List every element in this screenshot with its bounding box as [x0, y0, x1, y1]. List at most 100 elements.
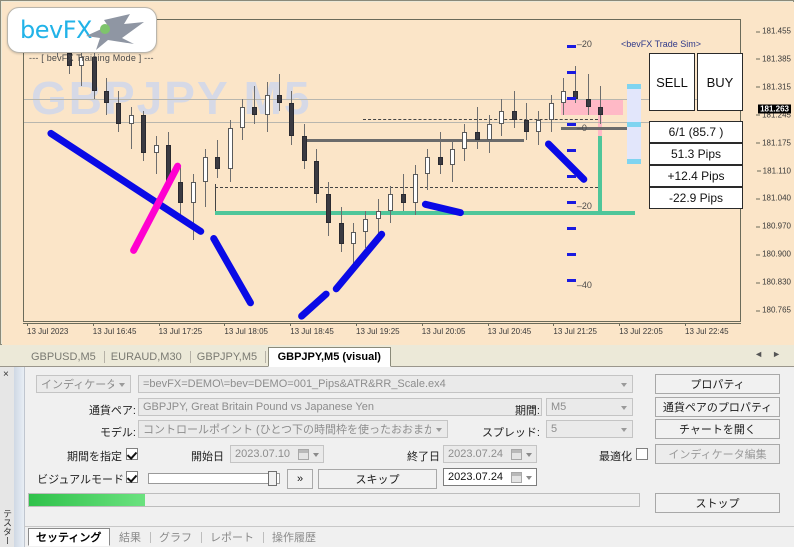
model-combo[interactable]: コントロールポイント (ひとつ下の時間枠を使ったおおまかな方法。結果はあま… [138, 420, 448, 438]
candle-body [462, 132, 468, 149]
bird-icon [86, 14, 144, 50]
candle-body [178, 181, 184, 203]
time-tick[interactable]: 13 Jul 19:25 [356, 323, 400, 336]
candle-body [561, 90, 567, 104]
price-tick[interactable]: 181.245 [756, 110, 791, 120]
time-tick[interactable]: 13 Jul 17:25 [158, 323, 203, 336]
price-tick[interactable]: 181.385 [756, 54, 791, 64]
time-tick[interactable]: 13 Jul 21:25 [553, 323, 597, 336]
edit-indicator-button[interactable]: インディケータ編集 [655, 444, 780, 464]
time-axis[interactable]: 13 Jul 2023 13 Jul 16:45 13 Jul 17:25 13 Ju… [23, 323, 741, 342]
candle-body [314, 161, 320, 195]
visual-mode-checkbox[interactable] [126, 471, 138, 483]
sub-range-cap-bot [626, 159, 641, 165]
progress-bar-fill [29, 494, 145, 506]
time-tick[interactable]: 13 Jul 18:45 [290, 323, 334, 336]
time-tick[interactable]: 13 Jul 18:05 [224, 323, 268, 336]
price-tick[interactable]: 180.900 [756, 249, 791, 259]
tp-zone [561, 98, 623, 115]
calendar-icon[interactable] [511, 472, 522, 483]
chart-tab-1[interactable]: EURAUD,M30 [102, 348, 191, 366]
calendar-icon[interactable] [298, 449, 309, 460]
candle-wick [575, 65, 577, 104]
tester-tab-3[interactable]: レポート [210, 532, 254, 544]
candle-body [499, 111, 505, 124]
chart-plot-area[interactable] [23, 19, 741, 322]
sub-indicator-marker [566, 227, 576, 230]
properties-button[interactable]: プロパティ [655, 374, 780, 394]
tester-tab-0[interactable]: セッティング [28, 528, 110, 546]
time-tick[interactable]: 13 Jul 20:45 [487, 323, 532, 336]
skip-to-date-field[interactable]: 2023.07.24 [443, 468, 537, 486]
use-date-checkbox[interactable] [126, 448, 138, 460]
candle-body [400, 194, 406, 203]
tester-tab-2[interactable]: グラフ [159, 532, 192, 544]
symbol-combo[interactable]: GBPJPY, Great Britain Pound vs Japanese … [138, 398, 542, 416]
price-tick[interactable]: 180.970 [756, 221, 791, 231]
price-axis[interactable]: 181.455 181.385 181.315 181.245 181.175 181.1… [741, 19, 793, 322]
sub-indicator-marker [566, 149, 576, 152]
candle-body [536, 119, 542, 133]
chart-watermark: GBPJPY M5 [31, 72, 312, 124]
price-tick[interactable]: 181.040 [756, 193, 791, 203]
skip-button[interactable]: スキップ [318, 469, 437, 489]
sell-button[interactable]: SELL [649, 53, 695, 111]
dashed-lower-line [215, 186, 599, 189]
stop-button[interactable]: ストップ [655, 493, 780, 513]
chart-tab-0[interactable]: GBPUSD,M5 [22, 348, 105, 366]
candle-body [141, 115, 147, 153]
optimize-label: 最適化 [599, 451, 632, 463]
candle-body [190, 181, 196, 203]
sub-indicator-marker [566, 175, 576, 178]
open-chart-button[interactable]: チャートを開く [655, 419, 780, 439]
price-tick[interactable]: 181.110 [756, 166, 791, 175]
visual-speed-slider[interactable] [148, 473, 280, 484]
start-date-field[interactable]: 2023.07.10 [230, 445, 324, 463]
candle-wick [476, 107, 478, 149]
indicator-type-combo[interactable]: インディケータ [36, 375, 131, 393]
end-date-label: 終了日 [407, 451, 440, 463]
candle-wick [155, 136, 157, 174]
end-date-field[interactable]: 2023.07.24 [443, 445, 537, 463]
fast-forward-button[interactable]: » [287, 469, 313, 489]
candle-body [425, 157, 431, 174]
chart-tabstrip: ◄► GBPUSD,M5 EURAUD,M30 GBPJPY,M5 GBPJPY,M5… [0, 345, 794, 367]
tab-nav-arrows[interactable]: ◄► [754, 349, 790, 359]
price-tick[interactable]: 181.315 [756, 82, 791, 92]
period-combo[interactable]: M5 [546, 398, 633, 416]
visual-mode-label: ビジュアルモード [37, 474, 124, 486]
time-tick[interactable]: 13 Jul 16:45 [92, 323, 137, 336]
close-icon[interactable]: × [3, 369, 9, 380]
chevron-down-icon[interactable] [313, 453, 319, 457]
chevron-down-icon[interactable] [526, 453, 532, 457]
tab-separator [201, 532, 202, 543]
time-tick[interactable]: 13 Jul 20:05 [421, 323, 466, 336]
tab-prev-icon[interactable]: ◄ [754, 349, 773, 359]
sub-indicator-marker [566, 71, 576, 74]
chevron-down-icon[interactable] [526, 476, 532, 480]
spread-combo[interactable]: 5 [546, 420, 633, 438]
price-tick[interactable]: 181.455 [756, 26, 791, 36]
price-tick[interactable]: 180.765 [756, 305, 791, 315]
candle-body [91, 57, 97, 91]
buy-button[interactable]: BUY [697, 53, 743, 111]
period-label: 期間: [514, 405, 540, 417]
time-tick[interactable]: 13 Jul 2023 [27, 323, 69, 336]
candle-body [486, 123, 492, 141]
price-tick[interactable]: 181.175 [756, 138, 791, 148]
pips-range-readout: 51.3 Pips [649, 143, 743, 165]
indicator-file-combo[interactable]: =bevFX=DEMO\=bev=DEMO=001_Pips&ATR&RR_Sc… [138, 375, 633, 393]
chart-tab-2[interactable]: GBPJPY,M5 [188, 348, 267, 366]
tester-tab-4[interactable]: 操作履歴 [272, 532, 316, 544]
tester-tab-1[interactable]: 結果 [119, 532, 141, 544]
time-tick[interactable]: 13 Jul 22:05 [619, 323, 663, 336]
symbol-properties-button[interactable]: 通貨ペアのプロパティ [655, 397, 780, 417]
candle-body [524, 119, 529, 133]
chart-tab-3[interactable]: GBPJPY,M5 (visual) [267, 347, 391, 367]
tab-next-icon[interactable]: ► [772, 349, 790, 359]
visual-speed-slider-thumb[interactable] [268, 471, 277, 486]
calendar-icon[interactable] [511, 449, 522, 460]
price-tick[interactable]: 180.830 [756, 277, 791, 287]
time-tick[interactable]: 13 Jul 22:45 [685, 323, 729, 336]
optimize-checkbox[interactable] [636, 448, 648, 460]
